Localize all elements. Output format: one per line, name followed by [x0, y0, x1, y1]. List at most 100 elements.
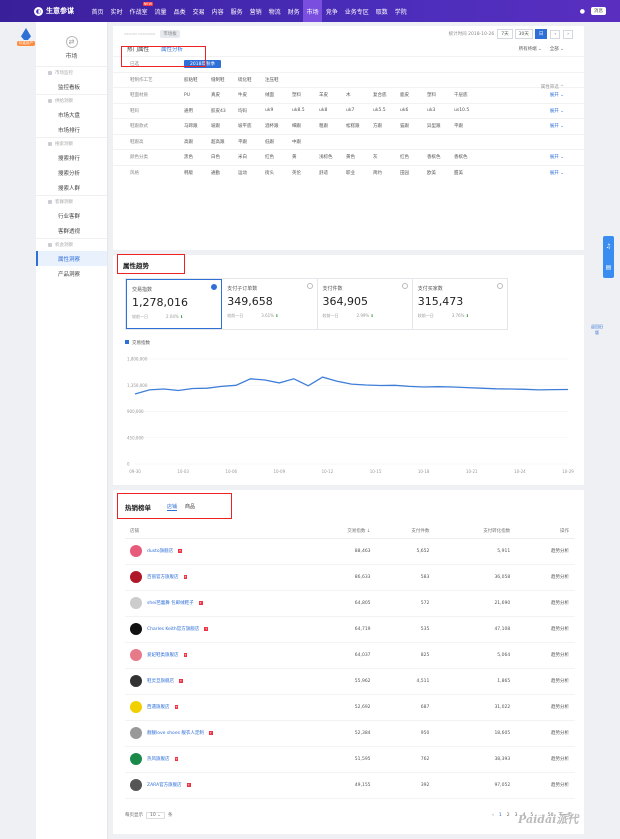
nav-item[interactable]: 品类: [173, 8, 186, 16]
nav-item[interactable]: 交易: [192, 8, 205, 16]
column-header[interactable]: 交易指数 ↓: [305, 524, 377, 539]
filter-option[interactable]: 木: [346, 93, 351, 99]
filter-option[interactable]: 红色: [400, 155, 409, 161]
selected-filter-chip[interactable]: 2018年秋季: [184, 60, 221, 69]
trend-analysis-link[interactable]: 趋势分析: [516, 564, 575, 591]
filter-option[interactable]: 真皮: [211, 93, 220, 99]
filter-option[interactable]: 白色: [211, 155, 220, 161]
nav-item[interactable]: 取数: [375, 8, 388, 16]
filter-option[interactable]: 黄: [292, 155, 297, 161]
filter-option[interactable]: 坡平底: [238, 124, 252, 130]
shop-link[interactable]: dusto旗舰店 T: [130, 545, 299, 557]
brand[interactable]: ◐ 生意参谋: [34, 6, 74, 16]
filter-option[interactable]: uk9: [265, 108, 274, 114]
filter-option[interactable]: uk8.5: [292, 108, 305, 114]
filter-option[interactable]: 塑料: [427, 93, 436, 99]
market-module[interactable]: ⇄ 市场: [36, 36, 107, 60]
prev-page-button[interactable]: ‹: [492, 812, 494, 818]
nav-item[interactable]: 实时: [110, 8, 123, 16]
page-number[interactable]: 5: [530, 812, 534, 818]
filter-option[interactable]: uk8: [319, 108, 328, 114]
filter-option[interactable]: uk6: [400, 108, 409, 114]
sidebar-item[interactable]: 市场大盘: [58, 112, 81, 119]
nav-item[interactable]: 学院: [394, 8, 407, 16]
message-button[interactable]: 消息: [591, 7, 606, 15]
page-number[interactable]: 2: [506, 812, 510, 818]
metric-check-icon[interactable]: [497, 283, 503, 289]
filter-option[interactable]: 平跟: [238, 139, 247, 145]
filter-option[interactable]: 欧美: [427, 170, 436, 176]
metric-check-icon[interactable]: [211, 284, 218, 290]
filter-option[interactable]: 香槟色: [454, 155, 468, 161]
shop-link[interactable]: ZARA官方旗舰店 T: [130, 779, 299, 791]
page-number[interactable]: 4: [522, 812, 526, 818]
per-page-select[interactable]: 10 ⌄: [146, 811, 165, 819]
metric-card[interactable]: 支付买家数 315,473 较前一日 3.76% ⬇: [413, 279, 507, 329]
filter-option[interactable]: 千层底: [454, 93, 468, 99]
sidebar-item[interactable]: 搜索排行: [58, 155, 81, 162]
prev-date-button[interactable]: ‹: [550, 29, 561, 39]
shop-link[interactable]: 百丽官方旗舰店 T: [130, 571, 299, 583]
expand-link[interactable]: 展开 ⌄: [549, 155, 564, 161]
trend-analysis-link[interactable]: 趋势分析: [516, 642, 575, 669]
filter-option[interactable]: 浅棕色: [319, 155, 333, 161]
page-number[interactable]: 1: [498, 812, 502, 818]
filter-option[interactable]: 英伦: [292, 170, 301, 176]
filter-option[interactable]: uk5.5: [373, 108, 386, 114]
filter-option[interactable]: 酒杯跟: [265, 124, 279, 130]
metric-card[interactable]: 交易指数 1,278,016 较前一日 2.04% ⬇: [126, 279, 223, 329]
page-number[interactable]: 50: [547, 812, 554, 818]
filter-option[interactable]: 松糕跟: [346, 124, 360, 130]
period-button[interactable]: 日: [534, 29, 548, 39]
metric-check-icon[interactable]: [401, 283, 408, 289]
filter-option[interactable]: 米白: [238, 155, 247, 161]
nav-item[interactable]: 作战室 NEW: [129, 2, 154, 16]
nav-item[interactable]: 首页: [91, 8, 104, 16]
expand-link[interactable]: 展开 ⌄: [549, 124, 564, 130]
filter-option[interactable]: 胶粘鞋: [184, 77, 198, 83]
shop-link[interactable]: shei芭蕾舞 包邮绒鞋子 T: [130, 597, 299, 609]
filter-option[interactable]: 胶皮43: [211, 108, 226, 114]
expand-link[interactable]: 展开 ⌄: [549, 93, 564, 99]
expand-link[interactable]: 展开 ⌄: [549, 108, 564, 114]
nav-item[interactable]: 服务: [230, 8, 243, 16]
filter-option[interactable]: 缝制鞋: [211, 77, 225, 83]
next-page-button[interactable]: 下一页: [558, 813, 573, 818]
filter-option[interactable]: 韩版: [184, 170, 193, 176]
nav-item[interactable]: 竞争: [325, 8, 338, 16]
shop-link[interactable]: 热风旗舰店 T: [130, 753, 299, 765]
filter-option[interactable]: 职业: [346, 170, 355, 176]
filter-option[interactable]: 中跟: [292, 139, 301, 145]
shop-link[interactable]: 鞋灵旦旗舰店 T: [130, 675, 299, 687]
expand-link[interactable]: 展开 ⌄: [549, 170, 564, 176]
filter-option[interactable]: 异型跟: [427, 124, 441, 130]
rank-tab[interactable]: 商品: [185, 504, 196, 510]
filter-option[interactable]: 超高跟: [211, 139, 225, 145]
filter-option[interactable]: 运动: [238, 170, 247, 176]
metric-card[interactable]: 支付子订单数 349,658 较前一日 3.61% ⬇: [222, 279, 318, 329]
filter-option[interactable]: 红色: [265, 155, 274, 161]
nav-item[interactable]: 营销: [249, 8, 262, 16]
metric-card[interactable]: 支付件数 364,905 较前一日 2.99% ⬇: [318, 279, 413, 329]
nav-item[interactable]: 内容: [211, 8, 224, 16]
legend-label[interactable]: 交易指数: [132, 339, 150, 346]
filter-option[interactable]: 粗跟: [319, 124, 328, 130]
filter-option[interactable]: 街头: [265, 170, 274, 176]
sidebar-item[interactable]: 市场排行: [58, 127, 81, 134]
filter-option[interactable]: 牛皮: [238, 93, 247, 99]
sidebar-item[interactable]: 搜索人群: [58, 185, 81, 192]
nav-item[interactable]: 财务: [287, 8, 300, 16]
page-number[interactable]: 3: [514, 812, 518, 818]
sidebar-item[interactable]: 属性洞察: [36, 251, 107, 266]
filter-option[interactable]: 方跟: [373, 124, 382, 130]
filter-option[interactable]: 塑料: [292, 93, 301, 99]
trend-analysis-link[interactable]: 趋势分析: [516, 538, 575, 565]
sidebar-item[interactable]: 监控看板: [58, 84, 81, 91]
nav-item[interactable]: 物流: [268, 8, 281, 16]
filter-option[interactable]: 坡跟: [211, 124, 220, 130]
user-avatar[interactable]: 标准用户: [14, 28, 38, 46]
trend-analysis-link[interactable]: 趋势分析: [516, 746, 575, 773]
filter-option[interactable]: uk3: [427, 108, 436, 114]
filter-option[interactable]: 田园: [400, 170, 409, 176]
tab-attribute-analysis[interactable]: 属性分析: [161, 47, 184, 53]
